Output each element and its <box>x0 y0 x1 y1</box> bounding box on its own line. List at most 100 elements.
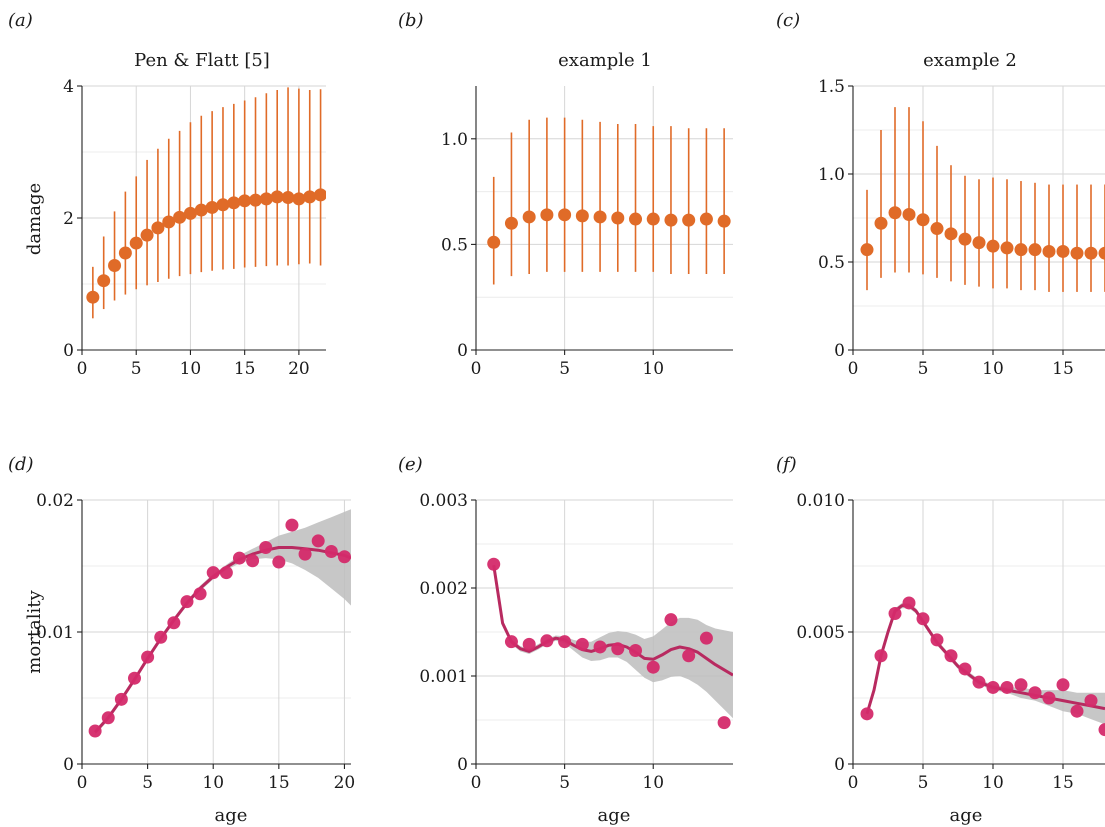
data-point <box>238 194 252 208</box>
data-point <box>593 210 607 224</box>
panel-f: (f) age 0 0.005 0.010 0 5 10 15 <box>776 454 1105 826</box>
data-point <box>1070 704 1084 718</box>
data-point <box>930 222 944 236</box>
data-point <box>162 215 176 229</box>
panel-a-title: Pen & Flatt [5] <box>134 50 270 71</box>
panel-e: (e) age 0 0.001 0.002 0.003 0 5 10 <box>398 454 733 826</box>
data-point <box>206 566 220 580</box>
x-tick-label: 15 <box>1052 359 1074 379</box>
panel-f-xlabel: age <box>950 805 983 826</box>
data-point <box>986 239 1000 253</box>
panel-d-label: (d) <box>8 454 34 475</box>
panel-c-title: example 2 <box>923 50 1017 71</box>
data-point <box>699 631 713 645</box>
x-tick-label: 5 <box>142 773 153 793</box>
data-point <box>504 635 518 649</box>
y-tick-label: 0.010 <box>796 491 845 511</box>
data-point <box>259 192 273 206</box>
data-point <box>664 613 678 627</box>
x-tick-label: 10 <box>202 773 224 793</box>
data-point <box>972 675 986 689</box>
data-point <box>504 216 518 230</box>
x-tick-label: 10 <box>982 359 1004 379</box>
data-point <box>337 550 351 564</box>
data-point <box>958 662 972 676</box>
data-point <box>285 518 299 532</box>
y-tick-label: 0.5 <box>818 253 845 273</box>
y-tick-label: 0.01 <box>36 623 74 643</box>
panel-b-marks <box>487 117 731 285</box>
data-point <box>717 716 731 730</box>
y-tick-label: 0.003 <box>419 491 468 511</box>
x-tick-label: 0 <box>471 359 482 379</box>
data-point <box>118 246 132 260</box>
data-point <box>717 214 731 228</box>
y-tick-label: 0.02 <box>36 491 74 511</box>
x-tick-label: 0 <box>848 773 859 793</box>
data-point <box>1084 246 1098 260</box>
x-tick-label: 5 <box>559 359 570 379</box>
data-point <box>944 649 958 663</box>
data-point <box>888 607 902 621</box>
data-point <box>522 210 536 224</box>
data-point <box>281 191 295 205</box>
y-tick-label: 0.5 <box>441 235 468 255</box>
data-point <box>167 616 181 630</box>
data-point <box>127 671 141 685</box>
data-point <box>575 637 589 651</box>
y-tick-label: 0 <box>834 755 845 775</box>
y-tick-label: 1.0 <box>441 130 468 150</box>
data-point <box>88 724 102 738</box>
confidence-band <box>493 561 733 719</box>
data-point <box>292 192 306 206</box>
y-tick-label: 0.005 <box>796 623 845 643</box>
panel-d-marks <box>88 509 351 738</box>
x-tick-label: 0 <box>471 773 482 793</box>
data-point <box>194 203 208 217</box>
data-point <box>1056 678 1070 692</box>
x-tick-label: 0 <box>848 359 859 379</box>
y-tick-label: 1.0 <box>818 165 845 185</box>
panel-b-label: (b) <box>398 10 424 31</box>
data-point <box>151 221 165 235</box>
x-tick-label: 10 <box>642 773 664 793</box>
panel-b: (b) example 1 0 0.5 1.0 0 5 10 <box>398 10 733 379</box>
data-point <box>108 259 122 273</box>
data-point <box>272 555 286 569</box>
data-point <box>1070 246 1084 260</box>
data-point <box>270 190 284 204</box>
confidence-band <box>867 603 1105 725</box>
data-point <box>646 660 660 674</box>
y-tick-label: 1.5 <box>818 77 845 97</box>
y-tick-label: 0.001 <box>419 667 468 687</box>
data-point <box>593 640 607 654</box>
y-tick-label: 4 <box>63 77 74 97</box>
data-point <box>972 236 986 250</box>
data-point <box>522 637 536 651</box>
data-point <box>314 188 326 202</box>
data-point <box>298 547 312 561</box>
data-point <box>193 587 207 601</box>
data-point <box>1084 694 1098 708</box>
data-point <box>303 190 317 204</box>
y-tick-label: 0.002 <box>419 579 468 599</box>
x-tick-label: 5 <box>131 359 142 379</box>
data-point <box>1000 241 1014 255</box>
y-tick-label: 0 <box>457 755 468 775</box>
data-point <box>1042 691 1056 705</box>
data-point <box>97 274 111 288</box>
data-point <box>611 642 625 656</box>
panel-b-plot: 0 0.5 1.0 0 5 10 <box>441 86 733 379</box>
panel-a-marks <box>86 87 326 319</box>
data-point <box>259 541 273 555</box>
panel-e-plot: 0 0.001 0.002 0.003 0 5 10 <box>419 491 733 793</box>
x-tick-label: 0 <box>77 773 88 793</box>
data-point <box>902 596 916 610</box>
data-point <box>1098 723 1105 737</box>
data-point <box>173 210 187 224</box>
panel-e-label: (e) <box>398 454 423 475</box>
panel-c-label: (c) <box>776 10 800 31</box>
data-point <box>1014 243 1028 257</box>
x-tick-label: 15 <box>234 359 256 379</box>
